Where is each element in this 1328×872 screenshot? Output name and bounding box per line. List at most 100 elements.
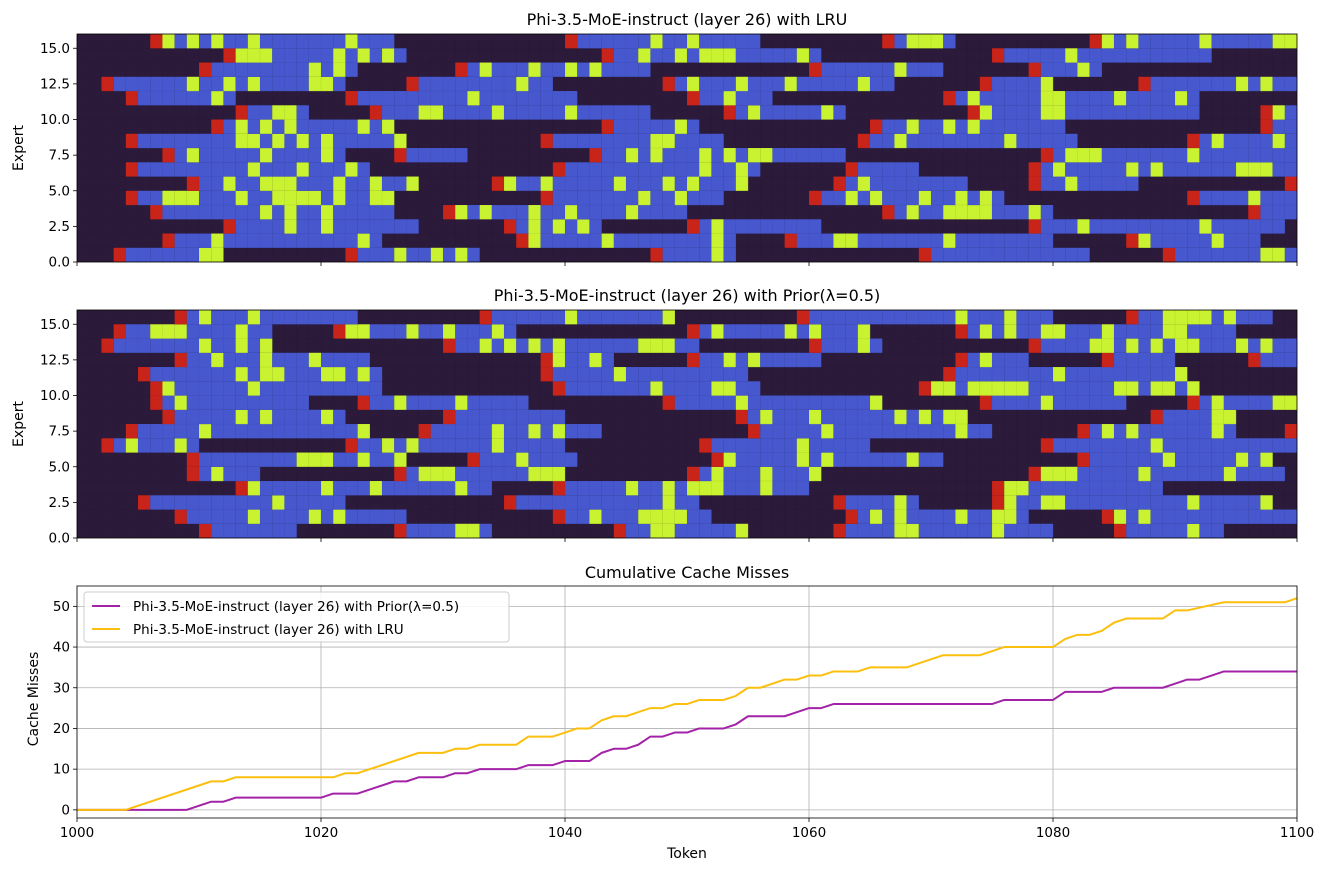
heatmap-prior-cell xyxy=(333,452,346,467)
heatmap-lru-cell xyxy=(723,105,736,120)
heatmap-lru-cell xyxy=(1138,76,1151,92)
heatmap-lru-cell xyxy=(223,205,236,220)
heatmap-prior-cell xyxy=(772,395,785,410)
heatmap-lru-cell xyxy=(1040,76,1054,92)
heatmap-lru-cell xyxy=(174,148,187,163)
heatmap-lru-cell xyxy=(345,219,358,234)
heatmap-lru-cell xyxy=(247,48,261,63)
heatmap-lru-cell xyxy=(1248,162,1261,177)
heatmap-lru-cell xyxy=(711,247,724,263)
heatmap-lru-cell xyxy=(1126,34,1139,49)
heatmap-prior-cell xyxy=(223,338,236,353)
heatmap-lru-cell xyxy=(918,34,932,49)
heatmap-prior-cell xyxy=(833,523,846,539)
heatmap-lru-cell xyxy=(1223,247,1237,263)
heatmap-lru-cell xyxy=(455,62,468,77)
heatmap-lru-cell xyxy=(1053,133,1066,149)
heatmap-lru-cell xyxy=(1236,247,1249,263)
heatmap-lru-cell xyxy=(540,219,553,234)
heatmap-prior-cell xyxy=(626,310,639,325)
heatmap-lru-cell xyxy=(1248,205,1261,220)
heatmap-lru-cell xyxy=(357,233,370,248)
heatmap-lru-cell xyxy=(723,219,736,234)
heatmap-prior-cell xyxy=(1150,424,1163,439)
heatmap-lru-cell xyxy=(174,162,187,177)
heatmap-prior-cell xyxy=(345,352,358,368)
heatmap-lru-cell xyxy=(394,219,407,234)
heatmap-lru-cell xyxy=(223,62,236,77)
heatmap-lru-cell xyxy=(272,76,285,92)
heatmap-prior-cell xyxy=(1114,509,1127,524)
heatmap-prior-cell xyxy=(284,395,297,410)
heatmap-prior-cell xyxy=(833,310,846,325)
heatmap-lru-cell xyxy=(247,205,261,220)
heatmap-prior-cell xyxy=(1199,438,1212,453)
heatmap-lru-cell xyxy=(943,176,956,191)
line-chart-xtick-label: 1060 xyxy=(792,825,826,841)
heatmap-lru-cell xyxy=(894,205,907,220)
heatmap-lru-cell xyxy=(601,233,614,248)
heatmap-prior-cell xyxy=(735,324,749,339)
heatmap-prior-cell xyxy=(479,395,492,410)
heatmap-prior-cell xyxy=(1028,381,1041,396)
heatmap-prior-cell xyxy=(1211,324,1224,339)
heatmap-lru-cell xyxy=(979,190,993,206)
heatmap-prior-cell xyxy=(235,395,248,410)
heatmap-lru-cell xyxy=(235,34,248,49)
heatmap-lru-cell xyxy=(174,247,187,263)
heatmap-prior-cell xyxy=(711,395,724,410)
heatmap-prior-cell xyxy=(577,509,590,524)
heatmap-lru-cell xyxy=(321,219,334,234)
heatmap-lru-cell xyxy=(931,34,944,49)
heatmap-lru-cell xyxy=(760,148,773,163)
heatmap-prior-cell xyxy=(211,523,224,539)
heatmap-prior-cell xyxy=(979,395,993,410)
heatmap-lru-cell xyxy=(211,34,224,49)
heatmap-prior-cell xyxy=(357,509,370,524)
heatmap-prior-cell xyxy=(235,352,248,368)
heatmap-prior-cell xyxy=(296,452,309,467)
heatmap-prior-cell xyxy=(1053,495,1066,510)
heatmap-lru-cell xyxy=(711,76,724,92)
heatmap-lru-cell xyxy=(699,148,712,163)
heatmap-prior-cell xyxy=(1236,310,1249,325)
heatmap-prior-cell xyxy=(638,381,651,396)
heatmap-lru-cell xyxy=(577,233,590,248)
heatmap-lru-cell xyxy=(699,48,712,63)
heatmap-prior-cell xyxy=(272,352,285,368)
heatmap-lru-cell xyxy=(784,219,797,234)
heatmap-prior-cell xyxy=(443,523,456,539)
heatmap-lru-cell xyxy=(174,91,187,106)
heatmap-lru-cell xyxy=(260,190,273,206)
heatmap-lru-cell xyxy=(1016,133,1029,149)
heatmap-lru-cell xyxy=(870,119,883,134)
heatmap-prior-cell xyxy=(955,509,968,524)
heatmap-lru-cell xyxy=(1199,219,1212,234)
heatmap-lru-cell xyxy=(1272,205,1285,220)
heatmap-prior-cell xyxy=(735,381,749,396)
heatmap-prior-cell xyxy=(772,481,785,496)
heatmap-prior-cell xyxy=(735,367,749,382)
heatmap-lru-cell xyxy=(711,162,724,177)
heatmap-prior-cell xyxy=(626,509,639,524)
heatmap-prior-cell xyxy=(418,395,431,410)
heatmap-lru-title: Phi-3.5-MoE-instruct (layer 26) with LRU xyxy=(527,10,848,29)
heatmap-lru-cell xyxy=(1126,219,1139,234)
heatmap-lru-cell xyxy=(577,205,590,220)
heatmap-lru-cell xyxy=(1260,148,1273,163)
heatmap-lru-cell xyxy=(467,247,480,263)
heatmap-prior-cell xyxy=(833,324,846,339)
heatmap-prior-cell xyxy=(723,481,736,496)
heatmap-prior-cell xyxy=(1138,324,1151,339)
heatmap-prior-cell xyxy=(1126,481,1139,496)
heatmap-lru-cell xyxy=(504,76,517,92)
heatmap-lru-cell xyxy=(1187,133,1200,149)
heatmap-prior-cell xyxy=(857,509,871,524)
heatmap-prior-cell xyxy=(162,424,175,439)
heatmap-prior-cell xyxy=(199,367,212,382)
heatmap-prior-cell xyxy=(821,324,834,339)
heatmap-prior-cell xyxy=(491,438,505,453)
heatmap-lru-cell xyxy=(1101,176,1115,191)
heatmap-lru-cell xyxy=(528,91,541,106)
heatmap-prior-cell xyxy=(186,424,200,439)
